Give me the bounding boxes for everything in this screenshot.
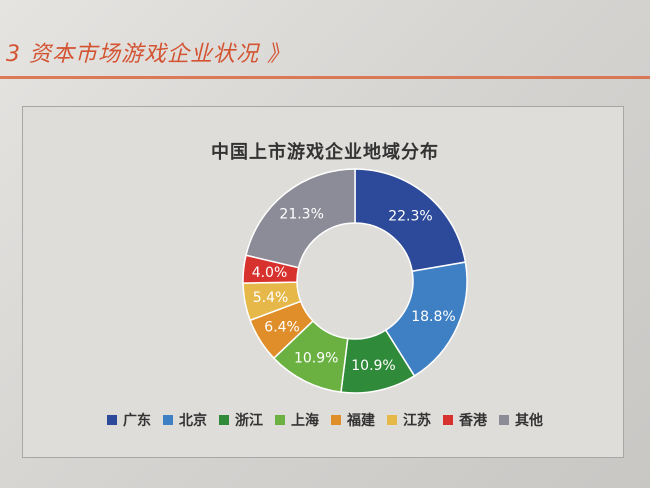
slice-data-label: 10.9%: [294, 351, 338, 367]
legend-swatch: [331, 415, 341, 425]
legend-swatch: [387, 415, 397, 425]
donut-slice-1: [384, 261, 468, 377]
legend-item: 广东: [107, 410, 151, 430]
slice-data-label: 4.0%: [252, 265, 288, 281]
legend-label: 福建: [347, 413, 375, 429]
legend-item: 江苏: [387, 410, 431, 430]
legend-item: 福建: [331, 410, 375, 430]
donut-slice-0: [354, 168, 467, 273]
legend-swatch: [219, 415, 229, 425]
legend-label: 香港: [459, 413, 487, 429]
legend-item: 浙江: [219, 410, 263, 430]
legend-label: 其他: [515, 413, 543, 429]
legend-swatch: [163, 415, 173, 425]
chart-title: 中国上市游戏企业地域分布: [211, 142, 439, 163]
legend-label: 上海: [291, 413, 319, 429]
slice-data-label: 18.8%: [411, 309, 455, 325]
legend-item: 其他: [499, 410, 543, 430]
slice-data-label: 10.9%: [351, 358, 395, 374]
legend-item: 上海: [275, 410, 319, 430]
slice-data-label: 5.4%: [253, 290, 289, 306]
legend-swatch: [275, 415, 285, 425]
heading-rule: [0, 76, 650, 79]
legend-swatch: [499, 415, 509, 425]
legend-swatch: [443, 415, 453, 425]
chart-legend: 广东 北京 浙江 上海 福建 江苏 香港 其他: [0, 410, 650, 430]
legend-item: 香港: [443, 410, 487, 430]
section-heading: 3 资本市场游戏企业状况 》: [6, 42, 290, 67]
slice-data-label: 21.3%: [279, 207, 323, 223]
chart-panel: [22, 106, 624, 458]
legend-label: 浙江: [235, 413, 263, 429]
legend-label: 北京: [179, 413, 207, 429]
donut-slice-7: [245, 168, 356, 269]
legend-label: 江苏: [403, 413, 431, 429]
slice-data-label: 6.4%: [264, 320, 300, 336]
legend-swatch: [107, 415, 117, 425]
slice-data-label: 22.3%: [388, 208, 432, 224]
legend-label: 广东: [123, 413, 151, 429]
legend-item: 北京: [163, 410, 207, 430]
